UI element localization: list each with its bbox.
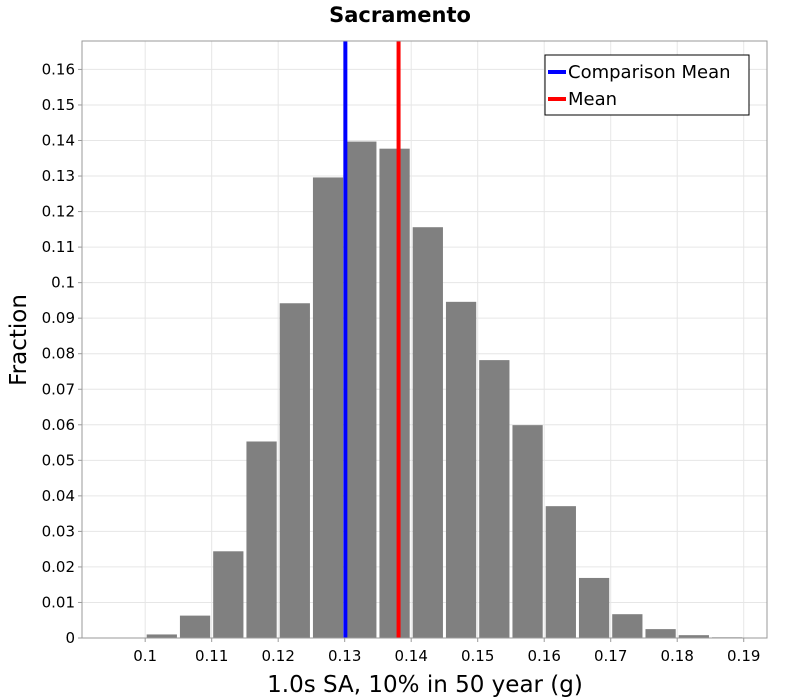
x-axis-ticks: 0.1 0.11 0.12 0.13 0.14 0.15 0.16 0.17 0.18 0.19 bbox=[133, 638, 760, 665]
y-tick-label: 0.16 bbox=[42, 60, 75, 78]
y-tick-label: 0.14 bbox=[42, 132, 75, 150]
histogram-bar bbox=[545, 506, 576, 638]
y-axis-label: Fraction bbox=[6, 294, 32, 386]
histogram-bar bbox=[412, 227, 443, 638]
y-tick-label: 0.13 bbox=[42, 167, 75, 185]
x-tick-label: 0.15 bbox=[461, 647, 494, 665]
x-tick-label: 0.16 bbox=[528, 647, 561, 665]
chart-title: Sacramento bbox=[329, 3, 471, 27]
y-tick-label: 0.15 bbox=[42, 96, 75, 114]
histogram-bar bbox=[246, 441, 277, 638]
histogram-bar bbox=[312, 177, 344, 638]
legend-box bbox=[544, 54, 750, 116]
x-tick-label: 0.11 bbox=[195, 647, 228, 665]
mean-lines bbox=[343, 41, 401, 638]
histogram-bar bbox=[645, 629, 676, 638]
y-tick-label: 0.04 bbox=[42, 487, 75, 505]
y-axis-ticks: 0 0.01 0.02 0.03 0.04 0.05 0.06 0.07 0.08 0.09 0.1… bbox=[42, 60, 82, 647]
histogram-bar bbox=[213, 551, 244, 638]
histogram-bar bbox=[479, 360, 510, 638]
x-tick-label: 0.18 bbox=[661, 647, 694, 665]
x-tick-label: 0.13 bbox=[328, 647, 361, 665]
y-tick-label: 0 bbox=[65, 629, 75, 647]
x-tick-label: 0.14 bbox=[394, 647, 427, 665]
legend-label-mean: Mean bbox=[568, 89, 617, 110]
histogram-bar bbox=[179, 615, 211, 638]
x-tick-label: 0.17 bbox=[594, 647, 627, 665]
legend-label-comparison-mean: Comparison Mean bbox=[568, 62, 731, 83]
x-tick-label: 0.19 bbox=[727, 647, 760, 665]
y-tick-label: 0.1 bbox=[51, 274, 75, 292]
grid-lines bbox=[82, 41, 767, 638]
y-tick-label: 0.05 bbox=[42, 451, 75, 469]
histogram-bar bbox=[678, 635, 709, 638]
y-tick-label: 0.12 bbox=[42, 203, 75, 221]
y-tick-label: 0.07 bbox=[42, 380, 75, 398]
y-tick-label: 0.09 bbox=[42, 309, 75, 327]
y-tick-label: 0.03 bbox=[42, 522, 75, 540]
x-tick-label: 0.1 bbox=[133, 647, 157, 665]
y-tick-label: 0.08 bbox=[42, 345, 75, 363]
y-tick-label: 0.06 bbox=[42, 416, 75, 434]
histogram-bar bbox=[379, 148, 410, 638]
y-tick-label: 0.01 bbox=[42, 593, 75, 611]
x-tick-label: 0.12 bbox=[261, 647, 294, 665]
y-tick-label: 0.11 bbox=[42, 238, 75, 256]
x-axis-label: 1.0s SA, 10% in 50 year (g) bbox=[267, 672, 583, 698]
histogram-bar bbox=[612, 614, 643, 638]
histogram-bar bbox=[445, 301, 477, 638]
histogram-bar bbox=[146, 634, 177, 638]
histogram-bar bbox=[279, 303, 310, 638]
histogram-bar bbox=[346, 141, 377, 638]
plot-frame bbox=[81, 40, 768, 639]
legend: Comparison Mean Mean bbox=[544, 54, 750, 116]
histogram-bar bbox=[578, 577, 610, 638]
histogram-bar bbox=[512, 425, 543, 638]
y-tick-label: 0.02 bbox=[42, 558, 75, 576]
histogram-bars bbox=[146, 141, 743, 638]
